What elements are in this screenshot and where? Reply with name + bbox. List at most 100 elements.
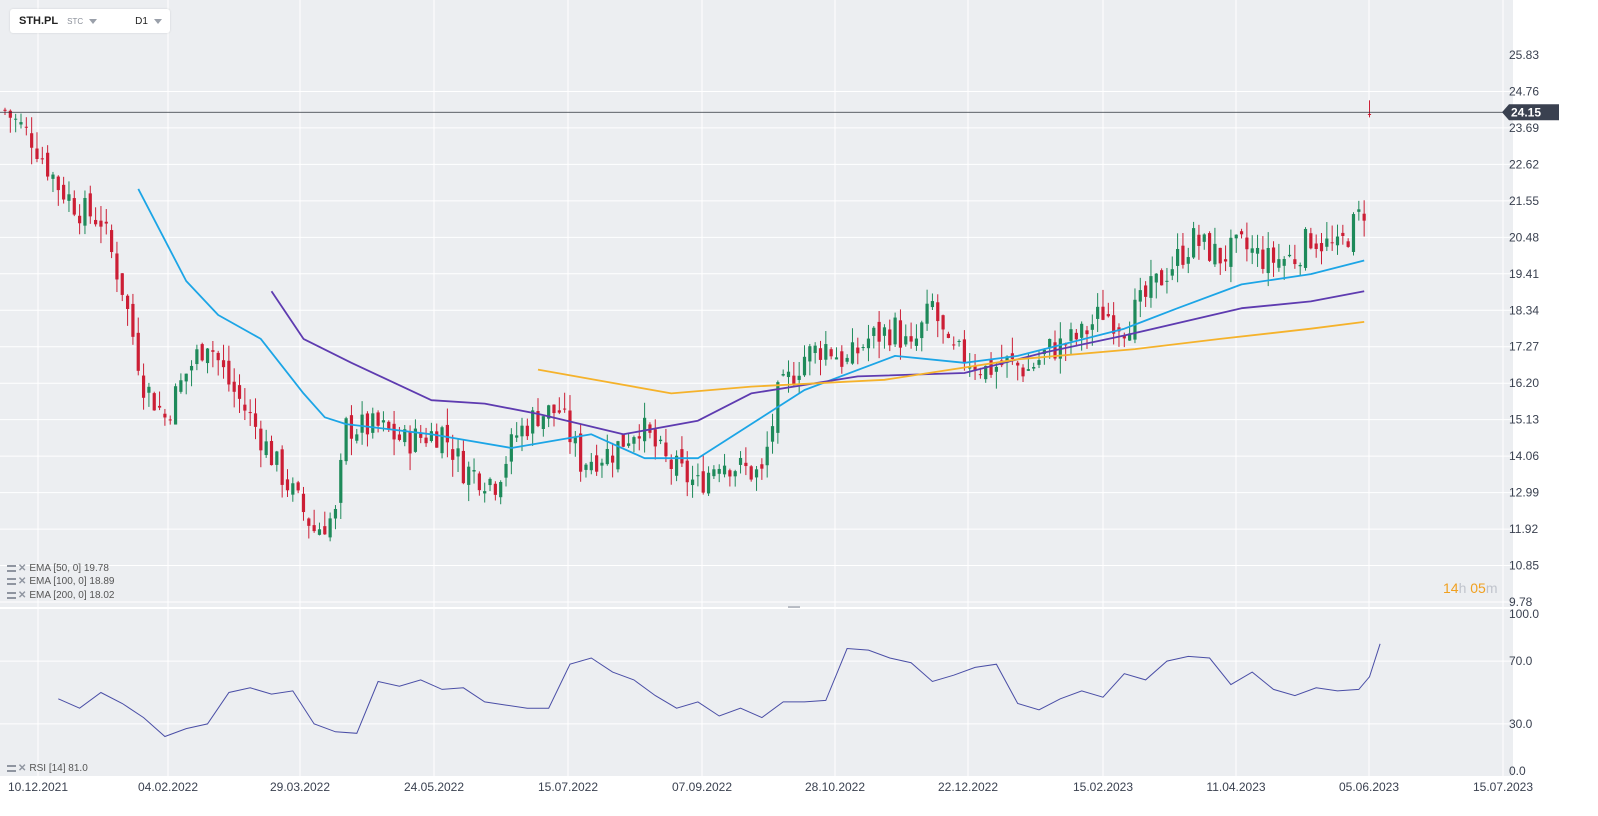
candle-body-down (323, 526, 327, 535)
candle-body-down (248, 412, 252, 414)
candle-body-up (1133, 299, 1137, 340)
close-icon[interactable]: ✕ (18, 763, 27, 774)
candle-body-down (285, 479, 290, 491)
candle-body-down (424, 437, 428, 444)
candle-body-down (1330, 242, 1334, 244)
candle-body-down (408, 431, 412, 454)
candle-body-down (296, 482, 300, 491)
candle-body-down (701, 471, 705, 493)
candle-body-up (696, 475, 700, 477)
candle-body-up (1213, 243, 1217, 265)
settings-icon[interactable] (7, 592, 16, 599)
candle-body-up (1229, 237, 1233, 267)
candle-body-down (104, 221, 108, 224)
candle-body-down (1021, 367, 1025, 377)
legend-rsi-label: RSI [14] 81.0 (29, 763, 88, 774)
candle-body-down (451, 449, 455, 460)
candle-body-up (813, 345, 817, 354)
time-tick-label: 22.12.2022 (938, 780, 998, 794)
candle-body-up (866, 338, 871, 349)
countdown-hours: 14 (1443, 580, 1459, 596)
candle-body-down (253, 413, 258, 427)
candle-body-down (898, 320, 903, 348)
price-tick-label: 25.83 (1509, 48, 1539, 62)
ema50-line (137, 188, 1365, 460)
symbol-toolbar[interactable]: STH.PL STC D1 (10, 9, 170, 33)
candle-body-up (1191, 228, 1196, 258)
candle-body-up (1250, 248, 1254, 253)
price-axis[interactable]: 25.83 24.76 23.69 22.62 21.55 20.48 19.41 18.34… (1509, 48, 1539, 609)
candle-body-down (259, 428, 263, 451)
candle-body-down (40, 158, 44, 160)
candle-body-up (205, 348, 210, 364)
candle-body-down (445, 424, 449, 443)
countdown-hours-unit: h (1458, 580, 1467, 596)
candle-body-up (1202, 234, 1206, 242)
candle-body-down (1181, 245, 1185, 265)
candle-body-down (579, 433, 583, 472)
candle-body-up (1165, 280, 1169, 282)
candle-body-up (584, 464, 588, 470)
candle-body-up (1335, 236, 1340, 246)
price-tick-label: 23.69 (1509, 121, 1539, 135)
rsi-tick-label: 100.0 (1509, 607, 1539, 621)
candle-body-up (440, 427, 444, 454)
candle-body-up (717, 468, 721, 474)
candle-body-down (611, 455, 615, 463)
candle-body-down (493, 483, 497, 495)
symbol-dropdown-icon[interactable] (89, 18, 98, 24)
candle-body-down (56, 176, 60, 191)
settings-icon[interactable] (7, 565, 16, 572)
candle-body-up (547, 405, 551, 419)
timeframe-dropdown-icon[interactable] (153, 18, 162, 24)
candle-body-up (360, 414, 364, 433)
time-tick-label: 07.09.2022 (672, 780, 732, 794)
candle-body-down (1314, 243, 1318, 249)
candle-body-down (1122, 335, 1126, 339)
price-tick-label: 14.06 (1509, 449, 1539, 463)
candle-body-up (328, 518, 332, 538)
price-tick-label: 21.55 (1509, 194, 1539, 208)
candle-body-up (1149, 276, 1153, 298)
candle-body-down (909, 336, 913, 342)
settings-icon[interactable] (7, 765, 16, 772)
candle-body-down (115, 253, 119, 280)
candle-body-down (978, 374, 982, 376)
candle-body-up (179, 380, 183, 392)
symbol-name[interactable]: STH.PL (19, 15, 59, 27)
timeframe-selector[interactable]: D1 (135, 15, 148, 27)
time-axis[interactable]: 10.12.2021 04.02.2022 29.03.2022 24.05.2022… (8, 780, 1533, 794)
pane-resize-handle[interactable] (788, 606, 800, 608)
price-tick-label: 17.27 (1509, 340, 1539, 354)
close-icon[interactable]: ✕ (18, 576, 27, 587)
candle-body-up (706, 472, 711, 494)
close-icon[interactable]: ✕ (18, 590, 27, 601)
candle-body-down (392, 423, 396, 440)
candle-body-up (504, 463, 508, 478)
close-icon[interactable]: ✕ (18, 563, 27, 574)
candle-body-down (1106, 314, 1110, 317)
candle-body-down (877, 321, 881, 342)
candle-body-down (307, 518, 311, 526)
legend-ema50-label: EMA [50, 0] 19.78 (29, 563, 109, 574)
candle-body-up (264, 441, 268, 456)
candle-body-down (163, 413, 167, 418)
settings-icon[interactable] (7, 578, 16, 585)
candle-body-down (152, 393, 156, 411)
candle-body-down (376, 412, 380, 426)
candle-body-down (62, 184, 66, 200)
candle-body-up (627, 443, 631, 446)
candle-body-up (781, 374, 785, 376)
candle-body-up (674, 455, 679, 476)
rsi-line (58, 643, 1381, 738)
candle-body-down (200, 344, 204, 361)
candle-body-up (275, 451, 279, 465)
ema-series (137, 188, 1365, 460)
rsi-axis[interactable]: 100.0 70.0 30.0 0.0 (1509, 607, 1539, 778)
candle-body-down (131, 303, 135, 337)
candle-body-down (269, 440, 274, 466)
time-tick-label: 05.06.2023 (1339, 780, 1399, 794)
candle-body-up (589, 461, 593, 471)
candle-body-down (1309, 233, 1313, 249)
